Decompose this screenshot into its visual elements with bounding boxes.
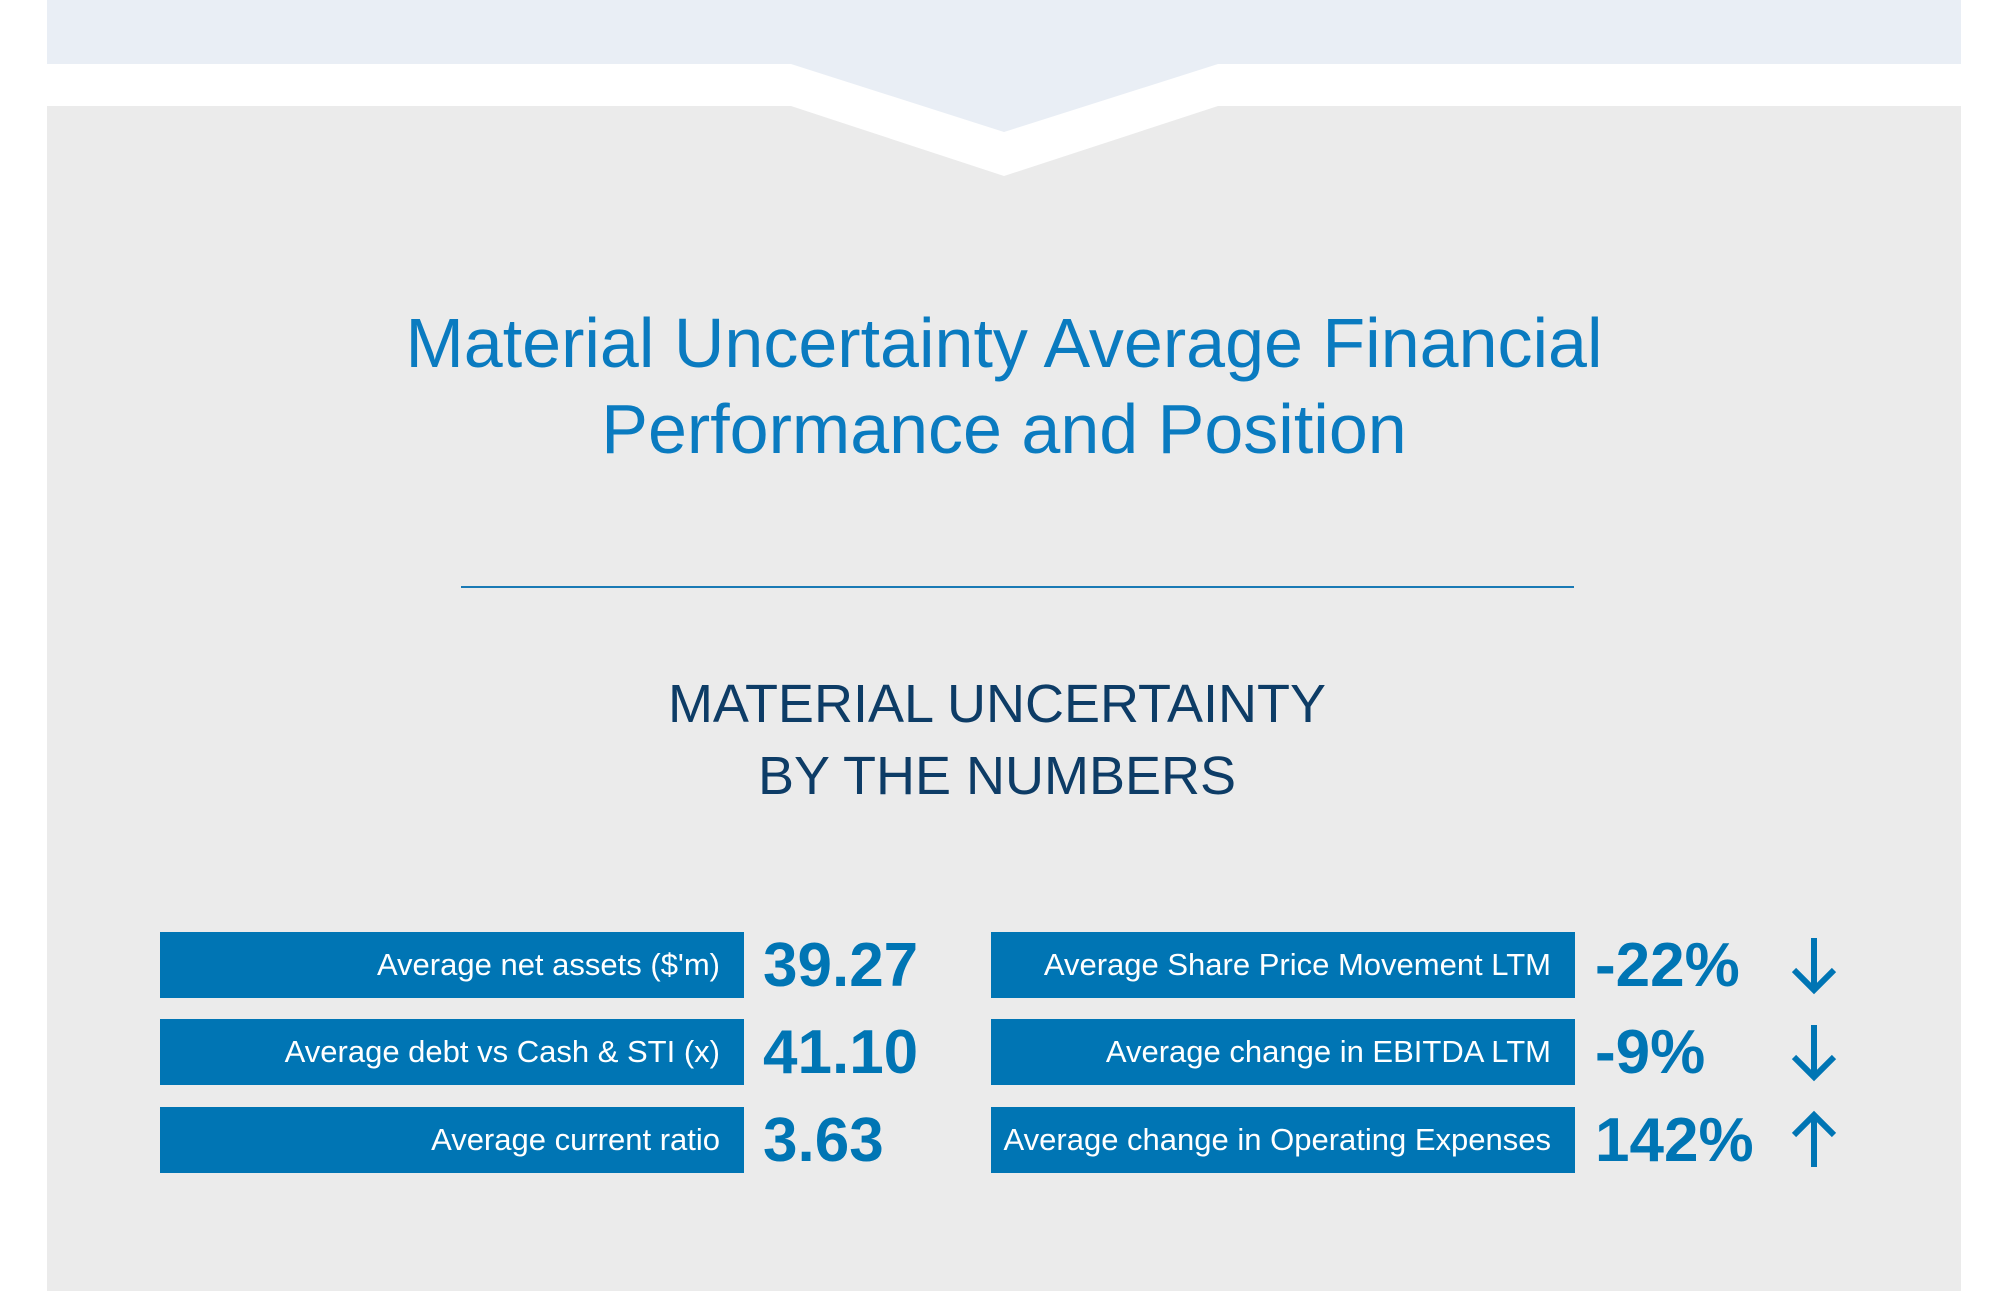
metric-label: Average change in Operating Expenses bbox=[991, 1107, 1575, 1173]
metric-label: Average debt vs Cash & STI (x) bbox=[160, 1019, 744, 1085]
arrow-down-icon bbox=[1791, 938, 1837, 995]
metric-value: 39.27 bbox=[763, 930, 919, 1000]
metric-label: Average Share Price Movement LTM bbox=[991, 932, 1575, 998]
metric-value: -22% bbox=[1595, 930, 1740, 1000]
title-line-2: Performance and Position bbox=[601, 390, 1407, 468]
section-heading-line-2: BY THE NUMBERS bbox=[757, 746, 1237, 806]
section-heading-line-1: MATERIAL UNCERTAINTY bbox=[667, 674, 1327, 734]
section-heading: MATERIAL UNCERTAINTY BY THE NUMBERS bbox=[47, 668, 1947, 812]
page-title: Material Uncertainty Average Financial P… bbox=[47, 300, 1961, 472]
arrow-down-icon bbox=[1791, 1025, 1837, 1082]
top-band bbox=[47, 0, 1961, 132]
metric-value: 41.10 bbox=[763, 1017, 919, 1087]
metric-value: 142% bbox=[1595, 1105, 1754, 1175]
metric-value: -9% bbox=[1595, 1017, 1706, 1087]
title-line-1: Material Uncertainty Average Financial bbox=[405, 304, 1603, 382]
metric-label: Average net assets ($'m) bbox=[160, 932, 744, 998]
divider bbox=[461, 586, 1574, 588]
metric-value: 3.63 bbox=[763, 1105, 884, 1175]
metric-label: Average current ratio bbox=[160, 1107, 744, 1173]
arrow-up-icon bbox=[1791, 1110, 1837, 1167]
metric-label: Average change in EBITDA LTM bbox=[991, 1019, 1575, 1085]
